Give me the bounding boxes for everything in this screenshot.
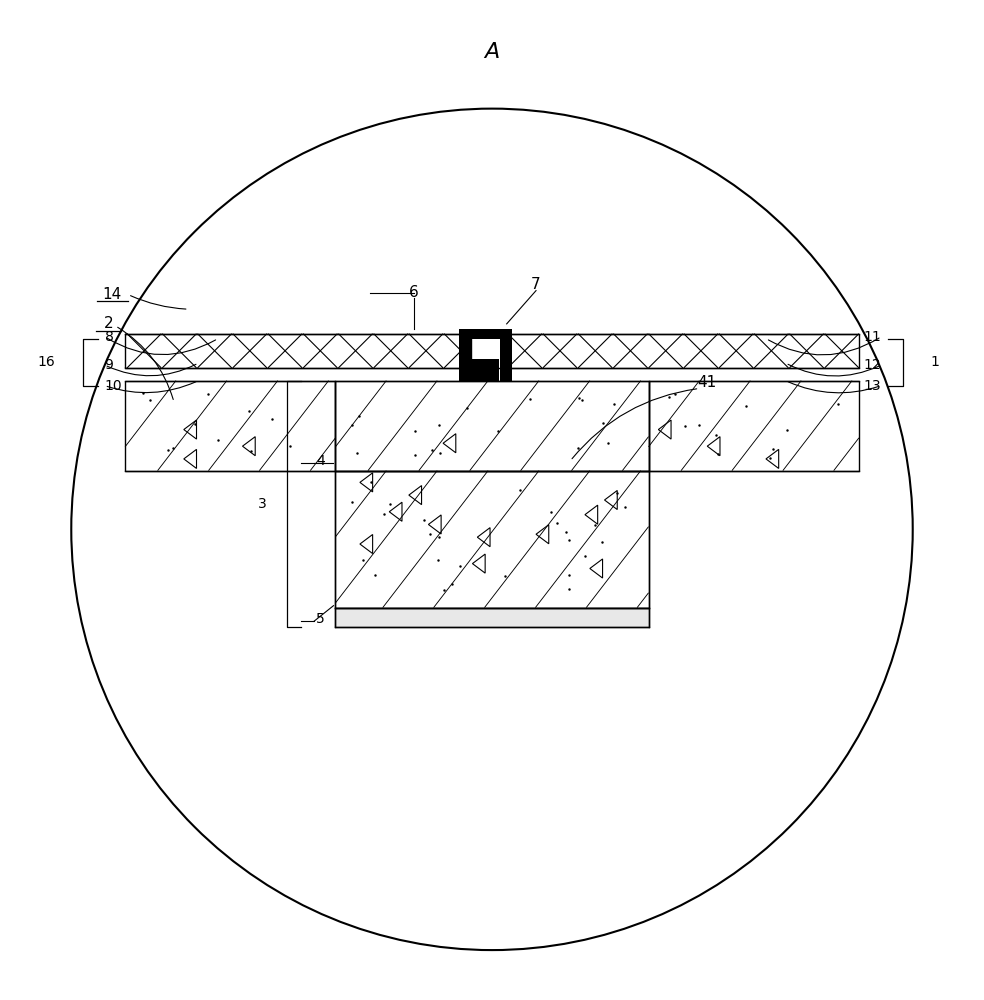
Text: 3: 3 [258, 497, 267, 511]
Text: 5: 5 [316, 612, 325, 626]
Bar [648, 381, 859, 471]
Bar [336, 471, 648, 608]
Text: A: A [484, 42, 500, 62]
Text: 16: 16 [37, 355, 56, 369]
Bar [125, 334, 471, 368]
Text: 12: 12 [864, 358, 882, 372]
Text: 2: 2 [103, 316, 113, 331]
Bar [125, 381, 336, 471]
Bar [459, 359, 499, 381]
Bar [336, 381, 648, 471]
Text: 8: 8 [104, 330, 113, 344]
Text: 41: 41 [698, 375, 717, 390]
Bar [500, 334, 512, 381]
Text: 9: 9 [104, 358, 113, 372]
Bar [506, 334, 859, 368]
Bar [336, 471, 648, 608]
Bar [459, 334, 471, 359]
Bar [336, 608, 648, 627]
Bar [459, 329, 512, 339]
Text: 1: 1 [930, 355, 939, 369]
Bar [125, 334, 471, 368]
Bar [336, 381, 648, 471]
Text: 14: 14 [102, 287, 122, 302]
Bar [125, 368, 471, 381]
Bar [506, 368, 859, 381]
Text: 4: 4 [316, 454, 325, 468]
Bar [648, 381, 859, 471]
Bar [506, 334, 859, 368]
Text: 6: 6 [408, 285, 418, 300]
Text: 7: 7 [531, 277, 541, 292]
Text: 13: 13 [864, 379, 882, 393]
Bar [125, 381, 336, 471]
Text: 11: 11 [864, 330, 882, 344]
Text: 10: 10 [104, 379, 122, 393]
